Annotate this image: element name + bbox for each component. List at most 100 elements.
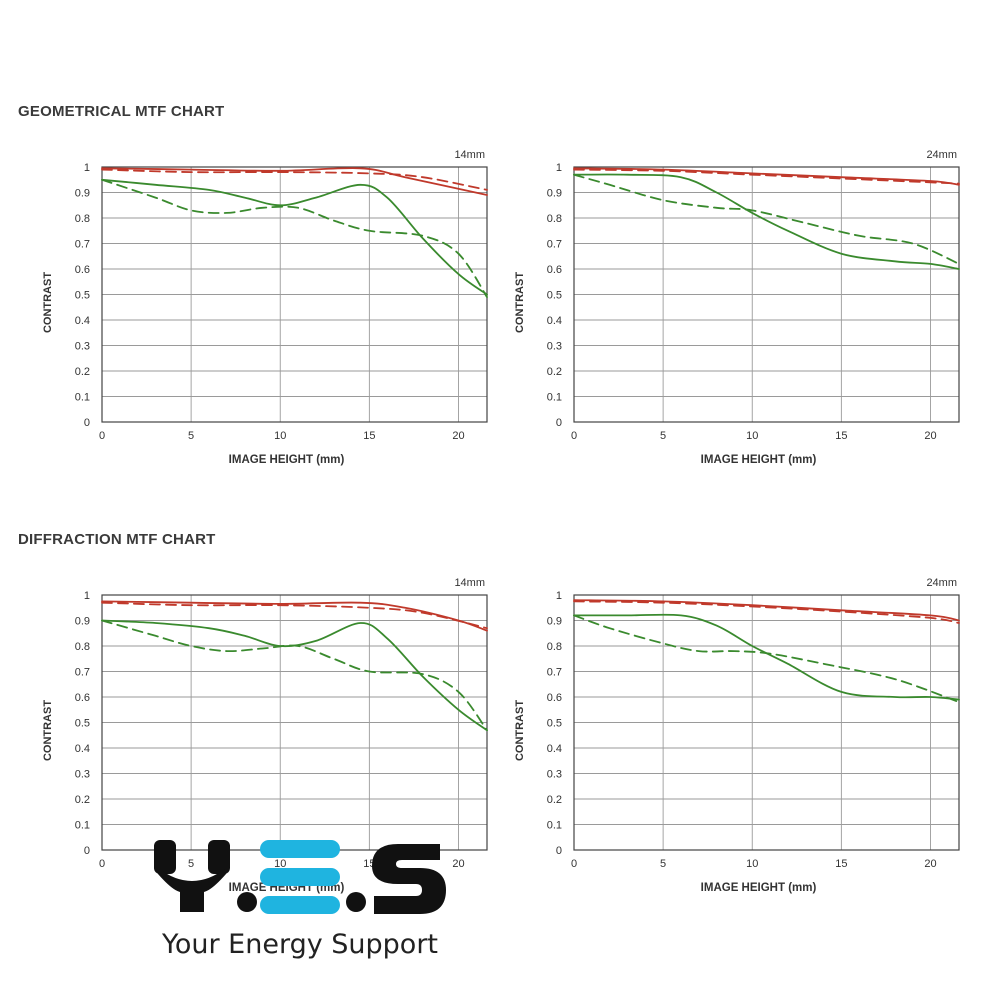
plot-frame (573, 594, 960, 851)
y-tick-label: 0.3 (547, 769, 562, 781)
series-line-red-dashed (573, 600, 960, 624)
y-tick-label: 0.6 (547, 264, 562, 276)
y-tick-label: 0.5 (75, 718, 90, 730)
y-tick-label: 0.1 (547, 392, 562, 404)
x-tick-label: 20 (924, 430, 936, 442)
x-axis-label: IMAGE HEIGHT (mm) (701, 454, 817, 466)
x-axis-label: IMAGE HEIGHT (mm) (701, 882, 817, 894)
x-tick-label: 0 (571, 430, 577, 442)
x-tick-label: 5 (660, 430, 666, 442)
x-tick-label: 15 (363, 430, 375, 442)
x-tick-label: 0 (99, 430, 105, 442)
x-tick-label: 15 (835, 858, 847, 870)
focal-length-label: 24mm (926, 577, 957, 589)
y-tick-label: 0.3 (75, 341, 90, 353)
y-axis-label: CONTRAST (42, 272, 54, 333)
x-tick-label: 10 (746, 430, 758, 442)
y-tick-label: 0.7 (75, 667, 90, 679)
logo-y-right-arm (208, 840, 230, 874)
x-tick-label: 10 (746, 858, 758, 870)
x-tick-label: 5 (188, 858, 194, 870)
grid (101, 166, 487, 423)
y-tick-label: 0.8 (75, 641, 90, 653)
logo-tagline: Your Energy Support (161, 929, 439, 960)
series-line-red-solid (573, 599, 960, 622)
plot-frame (573, 166, 960, 423)
series-line-red-dashed (573, 168, 960, 185)
y-tick-label: 0 (556, 417, 562, 429)
logo-e-bar-top (260, 840, 340, 858)
y-tick-label: 0.1 (547, 820, 562, 832)
y-tick-label: 0.2 (547, 366, 562, 378)
series-line-green-solid (573, 173, 960, 270)
y-tick-label: 0.8 (547, 641, 562, 653)
y-tick-label: 0.7 (547, 667, 562, 679)
section-title-diffraction: DIFFRACTION MTF CHART (18, 531, 216, 548)
y-tick-label: 1 (556, 590, 562, 602)
y-tick-label: 1 (84, 162, 90, 174)
y-tick-label: 0.7 (547, 239, 562, 251)
y-tick-label: 0.2 (75, 366, 90, 378)
grid (573, 166, 959, 423)
series-line-green-solid (101, 619, 488, 732)
x-tick-label: 20 (452, 430, 464, 442)
y-tick-label: 0.5 (75, 290, 90, 302)
section-title-geometrical: GEOMETRICAL MTF CHART (18, 103, 225, 120)
series-line-green-dashed (573, 173, 960, 265)
y-tick-label: 0.9 (547, 616, 562, 628)
y-tick-label: 0.4 (547, 315, 562, 327)
x-tick-label: 0 (571, 858, 577, 870)
y-tick-label: 0.1 (75, 392, 90, 404)
y-tick-label: 0.3 (75, 769, 90, 781)
y-tick-label: 0.1 (75, 820, 90, 832)
y-axis-label: CONTRAST (514, 272, 526, 333)
y-tick-label: 0 (556, 845, 562, 857)
logo-y-body (158, 868, 226, 912)
y-tick-label: 0.6 (75, 692, 90, 704)
y-tick-label: 0.9 (547, 188, 562, 200)
x-tick-label: 0 (99, 858, 105, 870)
y-tick-label: 0.8 (75, 213, 90, 225)
y-tick-label: 0.6 (75, 264, 90, 276)
y-tick-label: 1 (556, 162, 562, 174)
logo-e-bar-middle (260, 868, 340, 886)
yes-logo: Your Energy Support (150, 832, 450, 972)
x-tick-label: 15 (835, 430, 847, 442)
y-tick-label: 0.3 (547, 341, 562, 353)
logo-e-bar-bottom (260, 896, 340, 914)
series-line-green-solid (573, 613, 960, 701)
grid (101, 594, 487, 851)
focal-length-label: 14mm (454, 577, 485, 589)
y-tick-label: 0.9 (75, 188, 90, 200)
series-line-green-dashed (101, 178, 488, 298)
y-tick-label: 0 (84, 417, 90, 429)
x-tick-label: 20 (452, 858, 464, 870)
logo-dot-1 (237, 892, 257, 912)
y-tick-label: 0.4 (75, 743, 90, 755)
y-tick-label: 0.5 (547, 290, 562, 302)
logo-dot-2 (346, 892, 366, 912)
logo-s (372, 844, 446, 914)
series-line-red-dashed (101, 168, 488, 191)
x-tick-label: 20 (924, 858, 936, 870)
y-tick-label: 0.9 (75, 616, 90, 628)
x-axis-label: IMAGE HEIGHT (mm) (229, 454, 345, 466)
y-tick-label: 0 (84, 845, 90, 857)
series-line-green-solid (101, 178, 488, 296)
y-tick-label: 0.4 (547, 743, 562, 755)
y-tick-label: 1 (84, 590, 90, 602)
y-tick-label: 0.5 (547, 718, 562, 730)
x-tick-label: 5 (188, 430, 194, 442)
y-tick-label: 0.6 (547, 692, 562, 704)
y-tick-label: 0.4 (75, 315, 90, 327)
series-line-green-dashed (573, 614, 960, 703)
x-tick-label: 10 (274, 430, 286, 442)
y-tick-label: 0.8 (547, 213, 562, 225)
grid (573, 594, 959, 851)
logo-y-left-arm (154, 840, 176, 874)
y-tick-label: 0.2 (547, 794, 562, 806)
yes-logo-mark (154, 840, 446, 914)
